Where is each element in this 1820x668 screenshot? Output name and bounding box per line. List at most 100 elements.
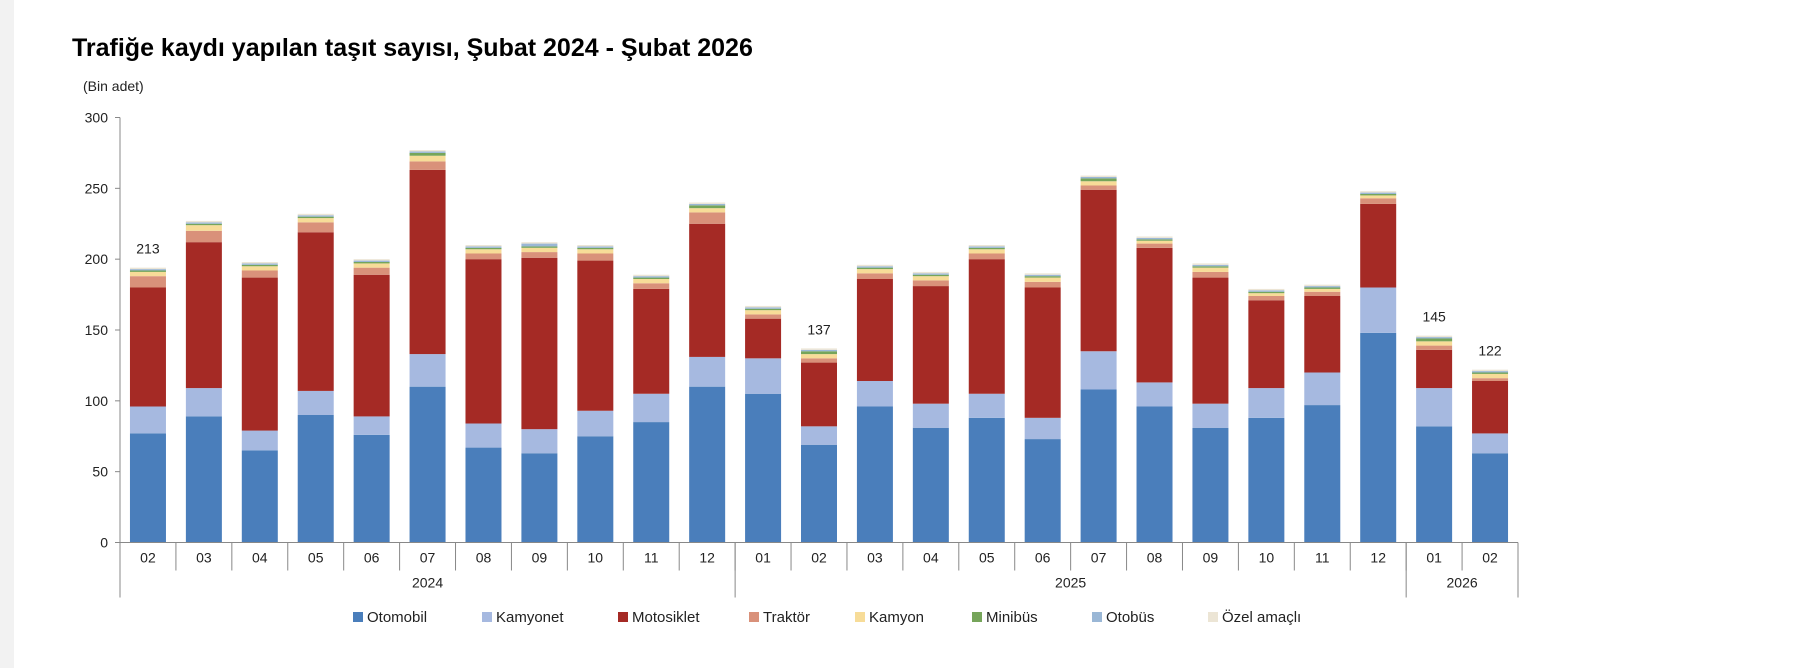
bar-stack-11 [745, 305, 782, 543]
bar-segment-traktör [633, 283, 670, 289]
bar-stack-23 [1416, 335, 1453, 543]
bar-segment-kamyonet [1304, 372, 1341, 406]
bar-segment-minibüs [912, 274, 949, 277]
bar-segment-traktör [912, 280, 949, 287]
bar-segment-kamyonet [577, 410, 614, 437]
bar-segment-traktör [689, 212, 726, 224]
bar-segment-özel-amaçlı [801, 348, 837, 350]
bar-segment-otobüs [745, 307, 782, 309]
x-tick-label: 10 [588, 550, 604, 566]
bar-segment-motosiklet [409, 169, 446, 355]
bar-segment-traktör [1192, 271, 1229, 278]
bar-segment-kamyonet [801, 426, 837, 445]
bars-group [129, 150, 1509, 543]
bar-segment-traktör [1136, 243, 1173, 248]
bar-segment-otobüs [185, 222, 222, 224]
bar-segment-traktör [465, 253, 502, 260]
bar-segment-motosiklet [689, 223, 726, 357]
x-tick-label: 06 [364, 550, 380, 566]
bar-segment-traktör [1472, 378, 1509, 381]
bar-segment-otomobil [521, 453, 558, 543]
bar-segment-kamyon [968, 249, 1005, 254]
bar-stack-18 [1136, 236, 1173, 543]
bar-segment-otomobil [1192, 427, 1229, 543]
bar-segment-motosiklet [185, 242, 222, 389]
x-tick-label: 06 [1035, 550, 1051, 566]
bar-segment-traktör [1248, 296, 1285, 301]
chart-panel: Trafiğe kaydı yapılan taşıt sayısı, Şuba… [14, 0, 1820, 668]
bar-segment-kamyon [745, 310, 782, 315]
legend-label: Minibüs [986, 609, 1038, 626]
bar-segment-kamyonet [745, 358, 782, 394]
bar-segment-traktör [1416, 345, 1453, 350]
bar-segment-motosiklet [465, 259, 502, 424]
bar-segment-kamyonet [912, 403, 949, 428]
bar-stack-2 [241, 262, 278, 543]
bar-stack-0 [129, 267, 166, 543]
bar-segment-otomobil [1360, 332, 1397, 543]
bar-segment-özel-amaçlı [1360, 191, 1397, 193]
bar-segment-kamyon [1248, 293, 1285, 296]
total-label: 213 [136, 241, 160, 257]
bar-segment-kamyonet [856, 381, 893, 407]
bar-segment-kamyon [1416, 341, 1453, 346]
bar-segment-otobüs [856, 266, 893, 268]
bar-segment-motosiklet [968, 259, 1005, 394]
bar-segment-traktör [1360, 198, 1397, 204]
bar-segment-otobüs [353, 260, 390, 262]
bar-segment-kamyonet [633, 393, 670, 423]
bar-segment-otobüs [912, 273, 949, 275]
bar-segment-otomobil [633, 422, 670, 543]
x-tick-label: 01 [1426, 550, 1442, 566]
bar-segment-motosiklet [1192, 277, 1229, 404]
y-tick-label: 0 [100, 535, 108, 551]
chart-title: Trafiğe kaydı yapılan taşıt sayısı, Şuba… [72, 34, 753, 62]
stacked-bar-chart: Trafiğe kaydı yapılan taşıt sayısı, Şuba… [72, 34, 1519, 626]
bar-segment-motosiklet [521, 257, 558, 430]
bar-stack-5 [409, 150, 446, 543]
legend-swatch [749, 612, 759, 622]
bar-segment-traktör [577, 253, 614, 261]
bar-segment-motosiklet [1360, 203, 1397, 288]
legend-label: Otomobil [367, 609, 427, 626]
x-tick-label: 05 [979, 550, 995, 566]
legend-swatch [1208, 612, 1218, 622]
bar-segment-kamyon [1192, 267, 1229, 272]
bar-segment-otomobil [801, 444, 837, 543]
bar-segment-özel-amaçlı [856, 264, 893, 267]
bar-segment-özel-amaçlı [968, 245, 1005, 247]
bar-segment-motosiklet [1472, 381, 1509, 434]
bar-segment-motosiklet [241, 277, 278, 431]
bar-segment-özel-amaçlı [1416, 335, 1453, 338]
bar-segment-kamyonet [968, 393, 1005, 418]
y-tick-label: 200 [85, 251, 109, 267]
total-labels: 213 137 145 122 [136, 241, 1502, 359]
bar-stack-13 [856, 264, 893, 543]
bar-segment-özel-amaçlı [1192, 263, 1229, 265]
bar-segment-traktör [409, 161, 446, 170]
bar-segment-motosiklet [1024, 287, 1061, 418]
bar-segment-kamyonet [241, 430, 278, 451]
bar-segment-minibüs [1416, 338, 1453, 342]
bar-segment-özel-amaçlı [1304, 284, 1341, 287]
bar-stack-19 [1192, 263, 1229, 543]
bar-segment-minibüs [689, 205, 726, 209]
x-tick-label: 09 [1203, 550, 1219, 566]
legend-swatch [353, 612, 363, 622]
bar-segment-otobüs [1024, 274, 1061, 277]
bar-segment-kamyon [1024, 277, 1061, 282]
bar-segment-özel-amaçlı [129, 267, 166, 270]
bar-segment-traktör [745, 314, 782, 319]
bar-segment-minibüs [1472, 372, 1509, 374]
bar-segment-kamyon [1360, 195, 1397, 199]
total-label: 145 [1422, 309, 1446, 325]
bar-segment-kamyon [409, 155, 446, 162]
bar-segment-otobüs [409, 151, 446, 153]
bar-segment-otobüs [801, 349, 837, 352]
bar-segment-özel-amaçlı [297, 213, 334, 216]
x-tick-label: 04 [252, 550, 268, 566]
bar-segment-traktör [856, 273, 893, 279]
x-tick-label: 01 [755, 550, 771, 566]
x-axis: 02 03 04 05 06 07 08 09 10 11 12 01 02 03 04 05 06 07 08 09… [119, 542, 1519, 598]
bar-stack-17 [1080, 175, 1117, 543]
